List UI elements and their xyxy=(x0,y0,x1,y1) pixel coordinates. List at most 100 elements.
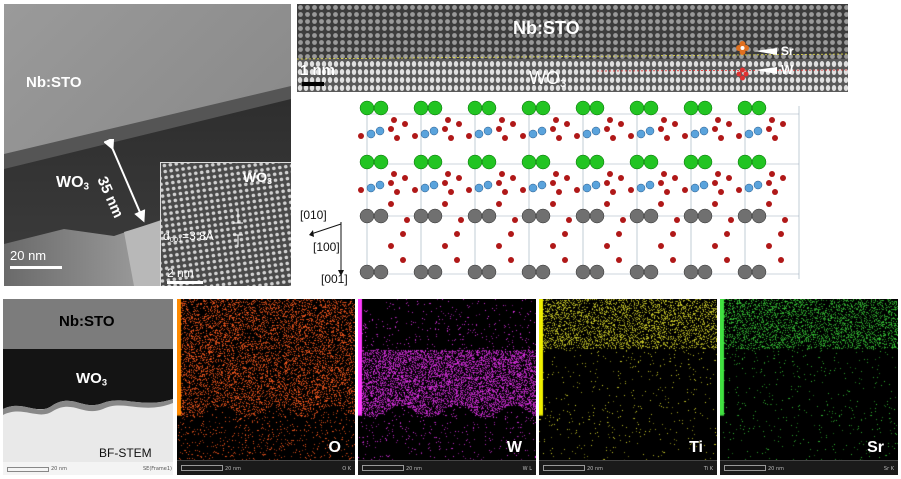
eds-map-oxygen-canvas xyxy=(177,299,355,461)
w-atom xyxy=(483,180,493,190)
o-atom xyxy=(404,217,410,223)
ti-atom xyxy=(427,264,443,280)
film-label: WO3 xyxy=(56,174,90,193)
sr-atom xyxy=(643,154,659,170)
o-atom xyxy=(550,201,556,207)
o-atom xyxy=(712,201,718,207)
o-atom xyxy=(661,171,667,177)
ti-atom xyxy=(521,208,537,224)
o-atom xyxy=(610,189,616,195)
w-atom xyxy=(690,129,700,139)
o-atom xyxy=(778,257,784,263)
sr-atom xyxy=(467,100,483,116)
sr-atom xyxy=(697,154,713,170)
o-atom xyxy=(780,175,786,181)
ti-atom xyxy=(737,264,753,280)
substrate-label: Nb:STO xyxy=(26,74,82,91)
sr-atom xyxy=(737,154,753,170)
bf-frame-text: SE(Frame1) xyxy=(143,466,172,472)
eds-element-label-o: O xyxy=(328,439,341,456)
o-atom xyxy=(618,121,624,127)
o-atom xyxy=(628,133,634,139)
o-atom xyxy=(394,135,400,141)
o-atom xyxy=(508,257,514,263)
o-atom xyxy=(550,180,556,186)
o-atom xyxy=(445,117,451,123)
o-atom xyxy=(566,217,572,223)
ti-atom xyxy=(413,264,429,280)
eds-scale-text-w: 20 nm xyxy=(406,466,422,472)
ti-atom xyxy=(643,264,659,280)
w-atom xyxy=(591,180,601,190)
o-atom xyxy=(682,187,688,193)
ti-atom xyxy=(751,264,767,280)
o-atom xyxy=(736,187,742,193)
o-atom xyxy=(574,187,580,193)
o-atom xyxy=(628,187,634,193)
sr-atom xyxy=(373,100,389,116)
ti-atom xyxy=(697,208,713,224)
ti-atom xyxy=(413,208,429,224)
sr-atom-marker xyxy=(736,41,749,55)
o-atom xyxy=(715,171,721,177)
w-atom xyxy=(636,183,646,193)
o-atom xyxy=(766,201,772,207)
o-atom xyxy=(391,117,397,123)
o-atom xyxy=(674,217,680,223)
o-atom xyxy=(466,187,472,193)
sr-atom xyxy=(427,100,443,116)
ti-atom xyxy=(643,208,659,224)
tem-cross-section-panel: Nb:STO WO3 35 nm 20 nm WO3 d001 xyxy=(4,4,291,286)
o-atom xyxy=(442,243,448,249)
o-atom xyxy=(466,133,472,139)
o-atom xyxy=(556,189,562,195)
ti-atom xyxy=(697,264,713,280)
sr-atom xyxy=(521,100,537,116)
o-atom xyxy=(715,117,721,123)
sr-atom xyxy=(373,154,389,170)
ti-atom xyxy=(521,264,537,280)
w-atom xyxy=(528,183,538,193)
o-atom xyxy=(607,117,613,123)
o-atom xyxy=(564,121,570,127)
ti-atom xyxy=(467,208,483,224)
eds-footer-o: O K xyxy=(342,466,351,472)
o-atom xyxy=(728,217,734,223)
o-atom xyxy=(658,243,664,249)
sr-atom xyxy=(535,100,551,116)
ti-atom xyxy=(481,264,497,280)
o-atom xyxy=(388,243,394,249)
w-atom xyxy=(636,129,646,139)
o-atom xyxy=(496,243,502,249)
o-atom xyxy=(769,117,775,123)
o-atom xyxy=(412,187,418,193)
axis-label-100: [100] xyxy=(313,240,340,254)
w-atom-marker xyxy=(736,67,749,81)
o-atom xyxy=(772,135,778,141)
o-atom xyxy=(782,217,788,223)
w-atom xyxy=(429,180,439,190)
axis-label-010: [010] xyxy=(300,208,327,222)
stem-image xyxy=(297,4,848,92)
o-atom xyxy=(672,175,678,181)
sr-atom xyxy=(413,154,429,170)
eds-footer-sr: Sr K xyxy=(883,466,894,472)
o-atom xyxy=(664,135,670,141)
scale-bar-inset xyxy=(167,281,203,284)
o-atom xyxy=(562,257,568,263)
ti-atom xyxy=(575,264,591,280)
o-atom xyxy=(388,180,394,186)
sr-atom xyxy=(427,154,443,170)
bf-film-label: WO3 xyxy=(76,370,107,388)
scale-bar-a xyxy=(10,266,62,269)
o-atom xyxy=(574,133,580,139)
ti-atom xyxy=(427,208,443,224)
sr-atom xyxy=(697,100,713,116)
lattice-image xyxy=(161,163,291,286)
hrtem-inset: WO3 d001=3.8Å 2 nm xyxy=(160,162,291,286)
o-atom xyxy=(508,231,514,237)
w-atom xyxy=(537,126,547,136)
eds-element-label-sr: Sr xyxy=(867,439,884,456)
o-atom xyxy=(510,121,516,127)
o-atom xyxy=(442,180,448,186)
